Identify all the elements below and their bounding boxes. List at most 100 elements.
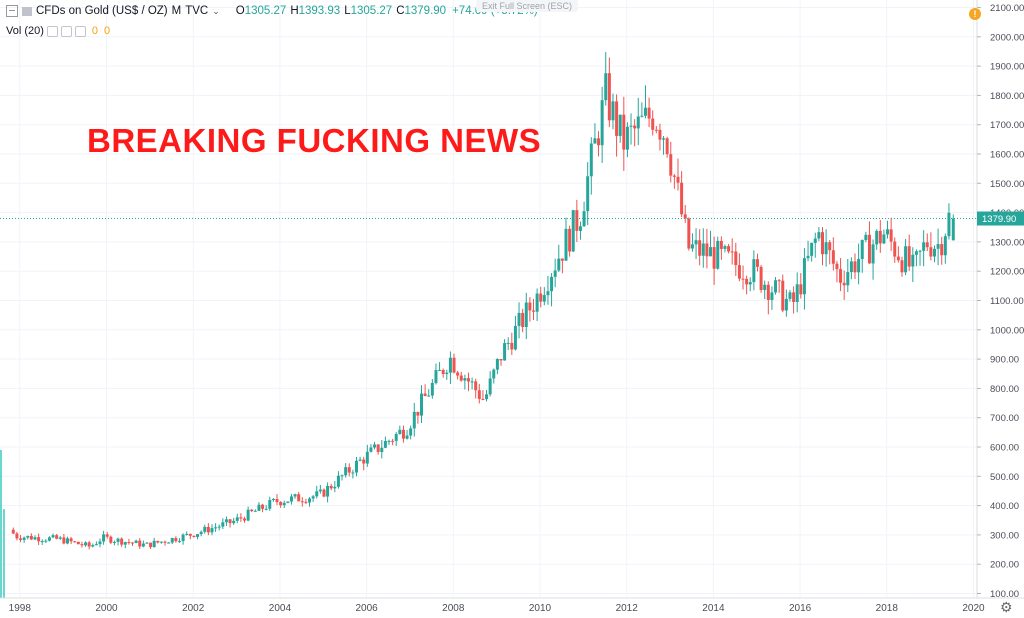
- candle-body: [763, 284, 767, 291]
- eye-icon[interactable]: [46, 25, 58, 37]
- candle-body: [759, 266, 763, 291]
- time-tick-label: 2010: [529, 603, 552, 614]
- symbol-name[interactable]: CFDs on Gold (US$ / OZ): [36, 5, 168, 17]
- candle-body: [456, 372, 460, 376]
- candle-body: [654, 129, 658, 131]
- candle-body: [430, 382, 434, 396]
- candle-body: [723, 246, 727, 249]
- source-label[interactable]: TVC: [185, 5, 209, 17]
- price-tick-label: 100.00: [990, 589, 1019, 600]
- volume-legend: Vol (20) 0 0: [6, 25, 110, 37]
- candle-body: [228, 519, 232, 524]
- price-tick-label: 600.00: [990, 443, 1019, 454]
- candle-body: [188, 533, 192, 536]
- price-tick-label: 1300.00: [990, 237, 1024, 248]
- price-axis[interactable]: 100.00 200.00 300.00 400.00 500.00 600.00 700.…: [976, 0, 1024, 600]
- candle-body: [246, 509, 250, 521]
- candle-body: [58, 537, 62, 539]
- candle-body: [593, 138, 597, 144]
- candle-body: [820, 232, 824, 255]
- candle-body: [741, 278, 745, 280]
- candle-body: [615, 101, 619, 136]
- interval-label[interactable]: M: [171, 5, 182, 17]
- candle-body: [22, 537, 26, 540]
- square-minus-icon[interactable]: [6, 5, 18, 17]
- candle-body: [875, 230, 879, 245]
- candle-body: [575, 210, 579, 231]
- candle-body: [51, 535, 55, 538]
- candle-body: [232, 520, 236, 524]
- candle-body: [398, 429, 402, 434]
- candle-body: [109, 536, 113, 543]
- candle-body: [326, 485, 330, 497]
- candle-body: [531, 310, 535, 312]
- candle-body: [192, 535, 196, 537]
- candle-body: [597, 138, 601, 146]
- candle-body: [19, 538, 23, 540]
- close-icon[interactable]: [74, 25, 86, 37]
- candle-body: [802, 258, 806, 295]
- candle-body: [127, 542, 131, 544]
- candle-body: [896, 256, 900, 261]
- volume-label[interactable]: Vol (20): [6, 25, 44, 37]
- candle-body: [387, 440, 391, 442]
- candle-body: [80, 544, 84, 546]
- candle-body: [221, 522, 225, 527]
- gear-icon[interactable]: ⚙: [1000, 599, 1013, 615]
- candle-body: [860, 240, 864, 260]
- candle-body: [546, 291, 550, 296]
- candle-body: [391, 440, 395, 442]
- price-tick-label: 300.00: [990, 530, 1019, 541]
- candle-body: [477, 390, 481, 399]
- candle-body: [911, 254, 915, 267]
- candle-body: [730, 251, 734, 253]
- candle-body: [376, 444, 380, 452]
- candle-body: [716, 240, 720, 269]
- candle-body: [26, 535, 30, 538]
- candle-body: [640, 115, 644, 117]
- candle-body: [91, 545, 95, 547]
- candle-body: [369, 447, 373, 452]
- candle-body: [412, 411, 416, 429]
- settings-small-icon[interactable]: [60, 25, 72, 37]
- candle-body: [672, 175, 676, 177]
- candle-body: [629, 125, 633, 127]
- candle-body: [586, 176, 590, 212]
- chevron-down-icon[interactable]: ⌄: [212, 5, 220, 16]
- candle-body: [914, 251, 918, 255]
- candle-body: [849, 261, 853, 273]
- candle-body: [289, 496, 293, 502]
- time-tick-label: 2012: [616, 603, 639, 614]
- candle-body: [766, 284, 770, 300]
- candle-body: [409, 428, 413, 436]
- candle-body: [322, 489, 326, 497]
- candle-body: [752, 259, 756, 283]
- candle-body: [438, 369, 442, 371]
- candle-body: [683, 214, 687, 219]
- volume-layer: [0, 450, 5, 598]
- time-tick-label: 2008: [442, 603, 465, 614]
- alert-badge-icon[interactable]: !: [969, 8, 981, 20]
- candle-body: [167, 542, 171, 544]
- candle-body: [745, 278, 749, 285]
- time-axis[interactable]: 1998 2000 2002 2004 2006 2008 2010 2012 2014 2016…: [0, 597, 1024, 614]
- last-price-tag-label: 1379.90: [982, 214, 1016, 225]
- candle-body: [810, 242, 814, 256]
- candle-body: [618, 114, 622, 136]
- exit-fullscreen-button[interactable]: Exit Full Screen (ESC): [476, 0, 579, 12]
- candle-body: [517, 312, 521, 326]
- candles-layer: [11, 51, 955, 550]
- candle-body: [665, 138, 669, 155]
- candle-body: [333, 486, 337, 489]
- price-tick-label: 700.00: [990, 413, 1019, 424]
- candle-body: [459, 375, 463, 381]
- candle-body: [799, 284, 803, 295]
- price-tick-label: 1600.00: [990, 150, 1024, 161]
- candle-body: [647, 107, 651, 119]
- close-label: C: [396, 5, 405, 17]
- chart-legend: CFDs on Gold (US$ / OZ) M TVC ⌄ O 1305.27…: [6, 5, 538, 17]
- candle-body: [542, 295, 546, 302]
- candle-body: [69, 538, 73, 542]
- flag-icon: [22, 6, 32, 16]
